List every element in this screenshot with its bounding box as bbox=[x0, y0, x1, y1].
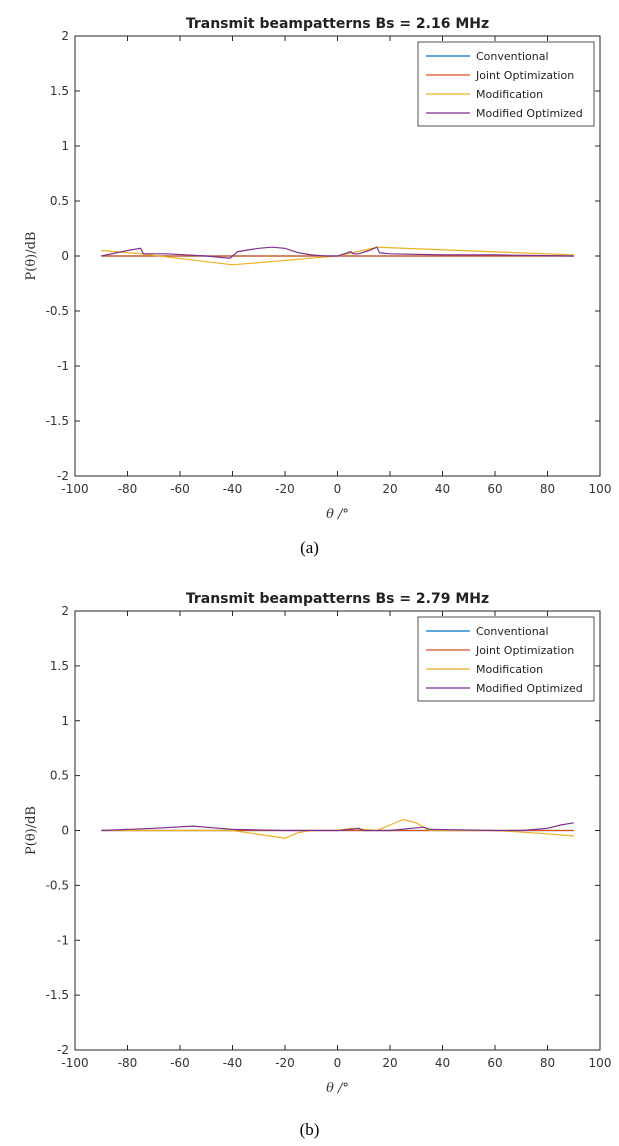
x-tick-label: -80 bbox=[118, 482, 138, 496]
x-tick-label: 40 bbox=[435, 1056, 450, 1070]
caption-b: (b) bbox=[299, 1120, 320, 1139]
x-tick-label: -100 bbox=[61, 1056, 88, 1070]
x-tick-label: -100 bbox=[61, 482, 88, 496]
legend-entry-1: Joint Optimization bbox=[475, 69, 574, 82]
y-tick-label: 0.5 bbox=[50, 769, 69, 783]
y-tick-label: -1 bbox=[57, 359, 69, 373]
x-tick-label: 40 bbox=[435, 482, 450, 496]
y-tick-label: -2 bbox=[57, 1043, 69, 1057]
y-tick-label: 2 bbox=[61, 604, 69, 618]
chart-panel-b: Transmit beampatterns Bs = 2.79 MHz -100-… bbox=[0, 574, 619, 1146]
y-tick-label: -0.5 bbox=[46, 304, 69, 318]
y-tick-label: -2 bbox=[57, 469, 69, 483]
x-tick-label: 0 bbox=[334, 1056, 342, 1070]
x-tick-label: 20 bbox=[382, 1056, 397, 1070]
legend-entry-3: Modified Optimized bbox=[476, 682, 583, 695]
x-tick-label: 20 bbox=[382, 482, 397, 496]
y-axis-label: P(θ)/dB bbox=[24, 806, 39, 855]
y-tick-label: -1.5 bbox=[46, 988, 69, 1002]
y-tick-label: 1 bbox=[61, 139, 69, 153]
legend-entry-3: Modified Optimized bbox=[476, 107, 583, 120]
y-tick-label: 2 bbox=[61, 29, 69, 43]
x-tick-label: 60 bbox=[487, 482, 502, 496]
chart-title: Transmit beampatterns Bs = 2.79 MHz bbox=[186, 591, 489, 607]
legend-entry-2: Modification bbox=[476, 88, 543, 101]
y-tick-label: -1.5 bbox=[46, 414, 69, 428]
chart-panel-a: Transmit beampatterns Bs = 2.16 MHz -100-… bbox=[0, 0, 619, 570]
series-line-3 bbox=[101, 246, 574, 259]
series-line-3 bbox=[101, 822, 574, 832]
legend-entry-0: Conventional bbox=[476, 50, 549, 63]
x-tick-label: -20 bbox=[275, 1056, 295, 1070]
x-tick-label: -20 bbox=[275, 482, 295, 496]
y-tick-label: 1.5 bbox=[50, 84, 69, 98]
y-tick-label: -0.5 bbox=[46, 878, 69, 892]
x-tick-label: 100 bbox=[589, 482, 612, 496]
caption-a: (a) bbox=[300, 538, 319, 557]
y-tick-label: 1 bbox=[61, 714, 69, 728]
legend-entry-2: Modification bbox=[476, 663, 543, 676]
y-axis-label: P(θ)/dB bbox=[24, 232, 39, 281]
y-tick-label: 0 bbox=[61, 249, 69, 263]
x-tick-label: -40 bbox=[223, 482, 243, 496]
y-tick-label: 0 bbox=[61, 824, 69, 838]
x-tick-label: 80 bbox=[540, 482, 555, 496]
chart-b: Transmit beampatterns Bs = 2.79 MHz-100-… bbox=[24, 591, 612, 1096]
x-tick-label: 0 bbox=[334, 482, 342, 496]
x-tick-label: -60 bbox=[170, 482, 190, 496]
y-tick-label: -1 bbox=[57, 933, 69, 947]
chart-title: Transmit beampatterns Bs = 2.16 MHz bbox=[186, 16, 489, 32]
y-tick-label: 1.5 bbox=[50, 659, 69, 673]
x-tick-label: 100 bbox=[589, 1056, 612, 1070]
legend-entry-1: Joint Optimization bbox=[475, 644, 574, 657]
chart-a: Transmit beampatterns Bs = 2.16 MHz-100-… bbox=[24, 16, 612, 522]
x-tick-label: -60 bbox=[170, 1056, 190, 1070]
y-tick-label: 0.5 bbox=[50, 194, 69, 208]
x-tick-label: 80 bbox=[540, 1056, 555, 1070]
x-axis-label: θ /° bbox=[326, 507, 349, 522]
legend-entry-0: Conventional bbox=[476, 625, 549, 638]
x-tick-label: 60 bbox=[487, 1056, 502, 1070]
x-axis-label: θ /° bbox=[326, 1081, 349, 1096]
x-tick-label: -40 bbox=[223, 1056, 243, 1070]
x-tick-label: -80 bbox=[118, 1056, 138, 1070]
